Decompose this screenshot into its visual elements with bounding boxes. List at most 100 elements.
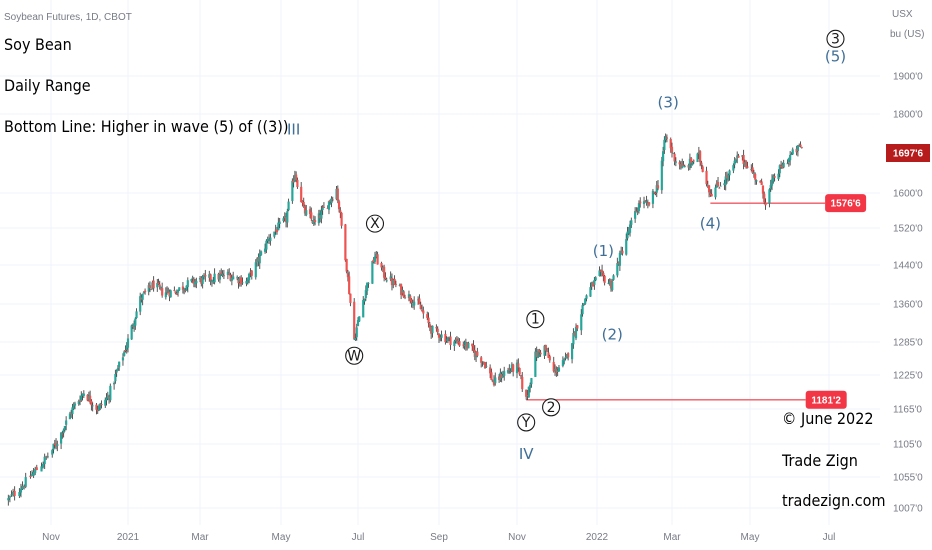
candle-body	[627, 231, 630, 234]
candle-body	[91, 405, 94, 407]
candle-body	[292, 180, 295, 183]
price-axis[interactable]: 1007'0 1055'0 1105'0 1165'0 1225'0 1285'0 1360…	[886, 72, 930, 515]
candle-body	[202, 275, 206, 278]
candle-body	[326, 207, 329, 209]
candle-body	[363, 298, 366, 302]
candle-body	[759, 180, 762, 183]
candle-body	[53, 444, 56, 445]
candle-body	[319, 215, 322, 219]
candle-body	[510, 364, 513, 370]
candle-body	[755, 180, 758, 182]
candle-body	[782, 162, 785, 168]
wave-label-2: 2	[547, 400, 556, 416]
candle-body	[240, 277, 243, 285]
candle-body	[217, 273, 220, 280]
candle-body	[570, 343, 574, 360]
candle-body	[143, 290, 147, 293]
price-tick-label: 1007'0	[893, 504, 923, 515]
candle-body	[723, 183, 726, 186]
candle-body	[696, 153, 699, 163]
candle-body	[653, 191, 656, 193]
candle-body	[210, 280, 214, 283]
candle-body	[563, 359, 566, 362]
candle-body	[375, 254, 378, 257]
candle-body	[715, 183, 718, 188]
line-price-badge[interactable]	[825, 194, 867, 213]
line-price-badge[interactable]	[805, 390, 847, 409]
candle-body	[710, 193, 713, 197]
candle-body	[220, 272, 223, 275]
candle-body	[628, 224, 632, 233]
candle-body	[705, 170, 708, 185]
candle-body	[201, 277, 204, 284]
candle-body	[565, 354, 568, 359]
candle-body	[296, 179, 299, 187]
candle-body	[376, 254, 379, 265]
candle-body	[51, 450, 54, 455]
candle-body	[121, 357, 125, 361]
candle-body	[82, 393, 85, 396]
wave-label: III	[287, 120, 300, 138]
candle-body	[221, 273, 224, 276]
candle-body	[660, 160, 663, 191]
candle-body	[576, 325, 579, 329]
candle-body	[416, 299, 420, 301]
candle-body	[781, 164, 784, 169]
candle-body	[700, 162, 703, 166]
candle-body	[626, 231, 629, 239]
candle-body	[593, 279, 596, 285]
candle-body	[773, 176, 776, 178]
candle-body	[763, 193, 766, 203]
candle-body	[621, 250, 624, 254]
candle-body	[362, 299, 365, 318]
candle-body	[32, 471, 35, 476]
candle-body	[400, 284, 403, 295]
candle-body	[302, 201, 305, 207]
price-tick-label: 1105'0	[893, 440, 922, 451]
candle-body	[752, 172, 755, 174]
candle-body	[602, 272, 605, 277]
candle-body	[87, 395, 90, 400]
candle-body	[8, 496, 12, 498]
candle-body	[561, 360, 565, 366]
candle-body	[158, 284, 161, 287]
candle-body	[277, 222, 280, 231]
candle-body	[367, 282, 370, 284]
wave-label-circle	[542, 398, 561, 417]
wave-label: (5)	[825, 48, 846, 66]
candle-body	[515, 362, 519, 374]
candle-body	[78, 400, 82, 402]
candle-body	[547, 352, 550, 358]
candle-body	[380, 263, 383, 268]
candle-body	[274, 229, 277, 231]
candle-body	[257, 257, 260, 262]
time-axis[interactable]: Nov 2021 Mar May Jul Sep Nov 2022 Mar May Jul	[42, 532, 835, 543]
candle-body	[204, 275, 207, 277]
candle-body	[291, 180, 294, 202]
candle-body	[673, 153, 676, 162]
candle-body	[312, 219, 315, 224]
wave-label-3: 3	[831, 31, 840, 47]
candle-body	[344, 224, 347, 261]
candle-body	[230, 277, 233, 281]
candle-body	[483, 362, 487, 369]
candle-body	[714, 187, 717, 198]
candle-body	[548, 356, 551, 361]
candle-body	[308, 209, 312, 215]
price-tick-label: 1440'0	[893, 261, 923, 272]
candle-body	[246, 279, 249, 283]
candle-body	[669, 139, 672, 149]
candle-body	[594, 277, 597, 281]
candle-body	[232, 276, 235, 280]
candle-body	[436, 328, 439, 333]
candle-body	[454, 340, 457, 342]
candle-body	[222, 275, 226, 277]
candle-body	[682, 164, 685, 166]
candle-body	[517, 363, 520, 368]
candle-body	[99, 403, 102, 408]
candle-body	[567, 353, 570, 358]
candle-body	[564, 357, 567, 359]
candle-body	[494, 377, 497, 384]
candle-body	[218, 274, 222, 280]
